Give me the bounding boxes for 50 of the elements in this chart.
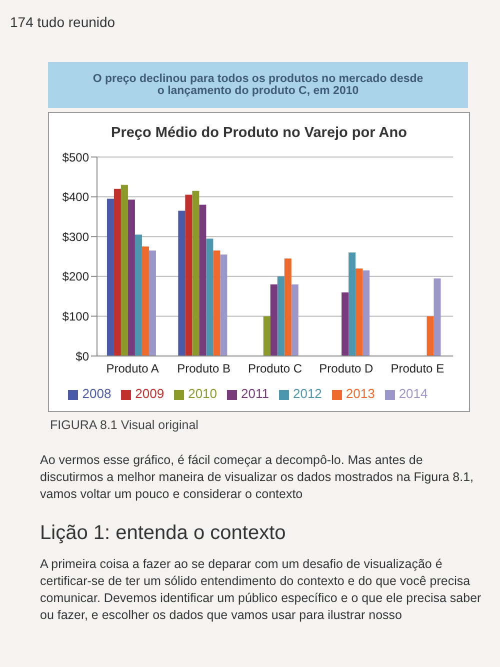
bar (213, 250, 220, 356)
bar (128, 200, 135, 356)
bar (284, 258, 292, 356)
bar (148, 250, 156, 356)
y-tick-label: $500 (62, 150, 90, 164)
bar (356, 268, 363, 356)
bar (263, 316, 270, 356)
bar (348, 252, 356, 356)
text: 174 tudo reunido (10, 14, 116, 30)
bar (114, 188, 121, 356)
chart-title: Preço Médio do Produto no Varejo por Ano (110, 125, 408, 141)
bar (206, 238, 214, 356)
bar (185, 194, 192, 356)
legend-label: 2013 (346, 386, 375, 401)
bar (291, 284, 298, 356)
legend-label: 2012 (292, 386, 322, 401)
text: FIGURA 8.1 Visual original (50, 418, 198, 432)
text: Ao vermos esse gráfico, é fácil começar a decompô-lo. Mas antes de discutirmos a melhor maneira de visualizar os dados mostrados na Figura 8.1, vamos voltar um pouco e considerar o contexto (40, 452, 475, 503)
bar (106, 198, 114, 356)
bar (434, 278, 441, 356)
legend-label: 2014 (398, 386, 428, 401)
legend-label: 2010 (188, 386, 218, 401)
legend-label: 2011 (241, 386, 269, 401)
bar (270, 284, 278, 356)
bar (426, 316, 434, 356)
y-tick-label: $400 (62, 190, 90, 204)
bar (199, 204, 206, 356)
bar (120, 184, 128, 356)
text: Lição 1: entenda o contexto (40, 522, 286, 545)
bar (277, 276, 284, 356)
y-tick-label: $0 (76, 349, 90, 364)
bar (342, 292, 349, 356)
x-tick-label: Produto E (390, 362, 444, 376)
x-tick-label: Produto A (106, 362, 159, 376)
legend-label: 2008 (82, 386, 112, 401)
x-tick-label: Produto C (248, 362, 302, 376)
legend-label: 2009 (135, 386, 164, 401)
bar (134, 234, 142, 356)
bar (192, 190, 200, 356)
bar (220, 254, 228, 356)
bar (178, 210, 186, 356)
y-tick-label: $100 (62, 309, 90, 324)
x-tick-label: Produto D (319, 362, 374, 376)
bar (142, 246, 149, 356)
text: A primeira coisa a fazer ao se deparar com um desafio de visualização é certificar-se de ter um sólido entendimento do contexto e do que você precisa comunicar. Devemos identificar um público específico e o que ele precisa saber ou fazer, e escolher os dados que vamos usar para ilustrar nosso (40, 556, 482, 624)
chart-subtitle: O preço declinou para todos os produtos no mercado desde o lançamento do produto C, em 2010 (48, 62, 468, 108)
bar (362, 270, 370, 356)
y-tick-label: $200 (62, 270, 90, 284)
x-tick-label: Produto B (177, 362, 230, 376)
y-tick-label: $300 (62, 230, 90, 244)
